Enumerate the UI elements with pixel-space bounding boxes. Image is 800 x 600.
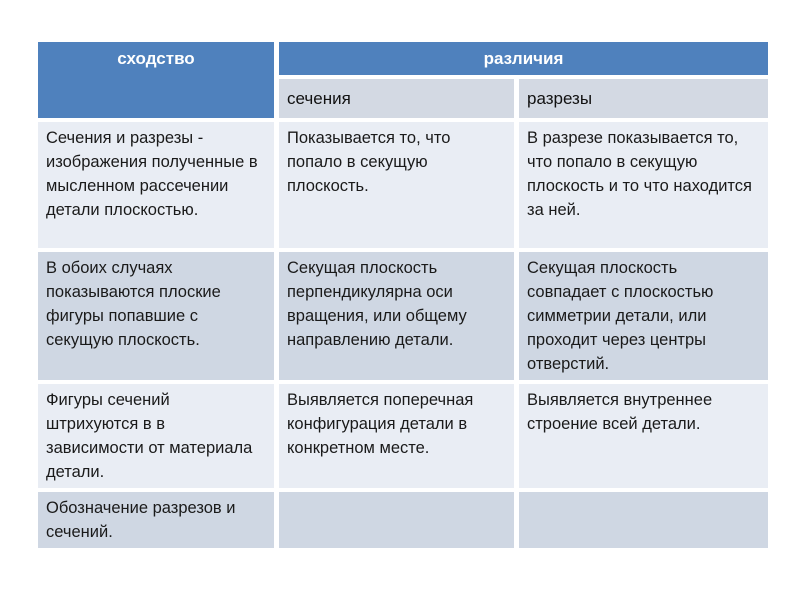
cell-cuts-3: Выявляется внутреннее строение всей дета… bbox=[519, 384, 769, 488]
cell-sections-3: Выявляется поперечная конфигурация детал… bbox=[279, 384, 514, 488]
header-col-sections: сечения bbox=[279, 79, 514, 118]
header-differences: различия bbox=[279, 42, 769, 75]
header-similarity: сходство bbox=[38, 42, 274, 118]
cell-cuts-1: В разрезе показывается то, что попало в … bbox=[519, 122, 769, 248]
cell-cuts-2: Секущая плоскость совпадает с плоскостью… bbox=[519, 252, 769, 380]
cell-similarity-2: В обоих случаях показываются плоские фиг… bbox=[38, 252, 274, 380]
comparison-table: сходство различия сечения разрезы Сечени… bbox=[33, 38, 773, 552]
header-col-cuts: разрезы bbox=[519, 79, 769, 118]
table-row: В обоих случаях показываются плоские фиг… bbox=[38, 252, 769, 380]
header-row-top: сходство различия bbox=[38, 42, 769, 118]
table-row: Обозначение разрезов и сечений. bbox=[38, 492, 769, 548]
cell-similarity-1: Сечения и разрезы - изображения полученн… bbox=[38, 122, 274, 248]
cell-cuts-4 bbox=[519, 492, 769, 548]
table-row: Сечения и разрезы - изображения полученн… bbox=[38, 122, 769, 248]
cell-sections-2: Секущая плоскость перпендикулярна оси вр… bbox=[279, 252, 514, 380]
cell-similarity-3: Фигуры сечений штрихуются в в зависимост… bbox=[38, 384, 274, 488]
cell-sections-1: Показывается то, что попало в секущую пл… bbox=[279, 122, 514, 248]
header-row-sub: сечения разрезы bbox=[38, 79, 769, 118]
table-row: Фигуры сечений штрихуются в в зависимост… bbox=[38, 384, 769, 488]
cell-similarity-4: Обозначение разрезов и сечений. bbox=[38, 492, 274, 548]
cell-sections-4 bbox=[279, 492, 514, 548]
